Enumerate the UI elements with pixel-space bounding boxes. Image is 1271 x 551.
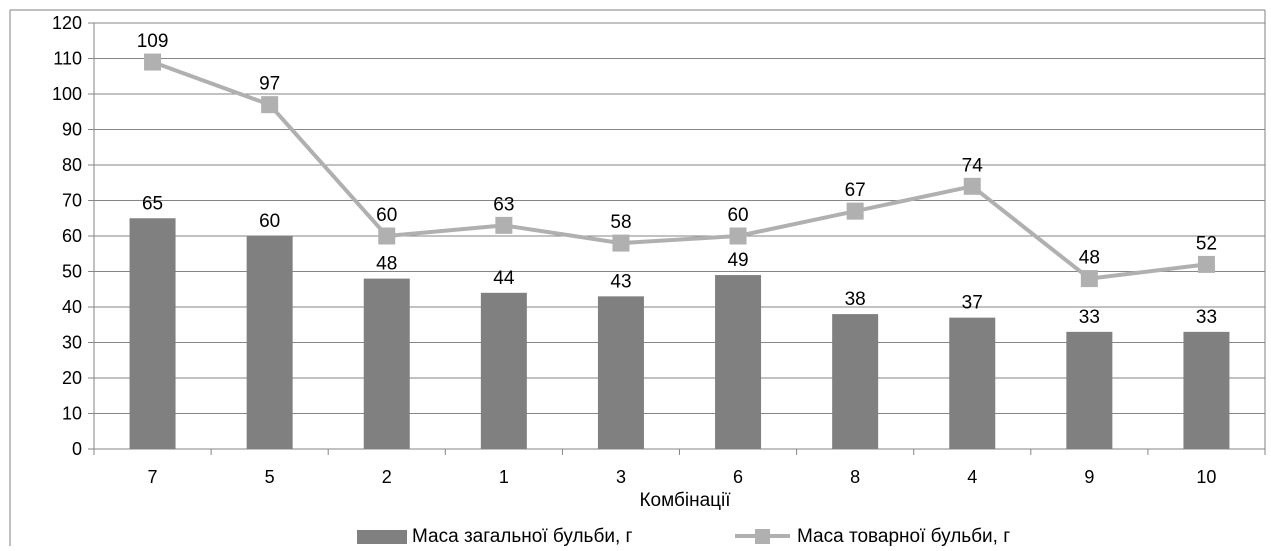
line-point-marker <box>378 227 396 245</box>
y-tick-label: 90 <box>62 120 82 140</box>
y-tick-label: 0 <box>72 439 82 459</box>
bar-data-label: 33 <box>1196 307 1217 328</box>
y-tick-label: 120 <box>52 13 82 33</box>
line-data-label: 48 <box>1079 248 1100 269</box>
line-data-label: 97 <box>259 74 280 95</box>
line-point-marker <box>729 227 747 245</box>
line-series-path <box>151 60 1207 281</box>
x-tick-label: 5 <box>265 467 275 487</box>
line-data-label: 109 <box>137 31 169 52</box>
legend-bar-label: Маса загальної бульби, г <box>412 526 632 546</box>
legend: Маса загальної бульби, г Маса товарної б… <box>357 526 1010 547</box>
x-tick-label: 3 <box>616 467 626 487</box>
y-tick-label: 110 <box>53 49 82 69</box>
line-data-label: 63 <box>493 194 514 215</box>
x-tick-label: 9 <box>1084 467 1094 487</box>
y-tick-label: 100 <box>52 84 82 104</box>
bar <box>363 278 410 449</box>
y-tick-label: 50 <box>62 262 82 282</box>
bar <box>832 314 879 449</box>
y-tick-label: 60 <box>62 226 82 246</box>
bar <box>129 218 176 449</box>
line-data-label: 74 <box>962 155 984 176</box>
line-data-label: 60 <box>727 205 748 226</box>
data-labels: 65 60 48 44 43 49 38 37 33 33 109 97 60 63 58 60 67 74 48 5… <box>137 31 1217 328</box>
bar <box>246 236 293 449</box>
x-tick-label: 8 <box>850 467 860 487</box>
bar-data-label: 44 <box>493 268 515 289</box>
bar-series <box>129 218 1230 449</box>
x-tick-label: 4 <box>967 467 977 487</box>
bar <box>597 296 644 449</box>
y-tick-label: 80 <box>62 155 82 175</box>
bar <box>949 317 996 449</box>
legend-line-label: Маса товарної бульби, г <box>797 526 1010 546</box>
bar <box>715 275 762 449</box>
y-tick-label: 70 <box>62 191 82 211</box>
line-point-marker <box>963 177 981 195</box>
legend-bar-swatch <box>357 530 407 544</box>
bar-data-label: 49 <box>727 250 748 271</box>
line-data-label: 52 <box>1196 233 1217 254</box>
bar-data-label: 37 <box>962 293 983 314</box>
x-tick-label: 1 <box>499 467 509 487</box>
bar-data-label: 38 <box>845 289 866 310</box>
x-tick-label: 10 <box>1196 467 1216 487</box>
line-data-label: 67 <box>845 180 866 201</box>
line-point-marker <box>612 234 630 252</box>
x-tick-label: 6 <box>733 467 743 487</box>
bar-data-label: 33 <box>1079 307 1100 328</box>
line-data-label: 60 <box>376 205 397 226</box>
line-point-marker <box>846 202 864 220</box>
line-point-marker <box>144 53 162 71</box>
y-tick-label: 10 <box>62 404 82 424</box>
legend-line-marker <box>755 529 770 544</box>
x-tick-label: 2 <box>382 467 392 487</box>
line-point-marker <box>495 216 513 234</box>
line-point-marker <box>1080 270 1098 288</box>
line-point-marker <box>261 96 279 114</box>
bar-data-label: 43 <box>610 271 631 292</box>
x-tick-label: 7 <box>148 467 158 487</box>
y-tick-label: 20 <box>62 368 82 388</box>
bar <box>480 292 527 449</box>
x-axis-title: Комбінації <box>639 490 731 511</box>
bar-data-label: 65 <box>142 193 163 214</box>
y-tick-label: 40 <box>62 297 82 317</box>
bar <box>1183 331 1230 449</box>
bar <box>1066 331 1113 449</box>
line-data-label: 58 <box>610 212 631 233</box>
bar-data-label: 48 <box>376 254 397 275</box>
line-point-marker <box>1197 255 1215 273</box>
bar-data-label: 60 <box>259 211 280 232</box>
line-series <box>144 53 1215 288</box>
y-tick-label: 30 <box>62 333 82 353</box>
